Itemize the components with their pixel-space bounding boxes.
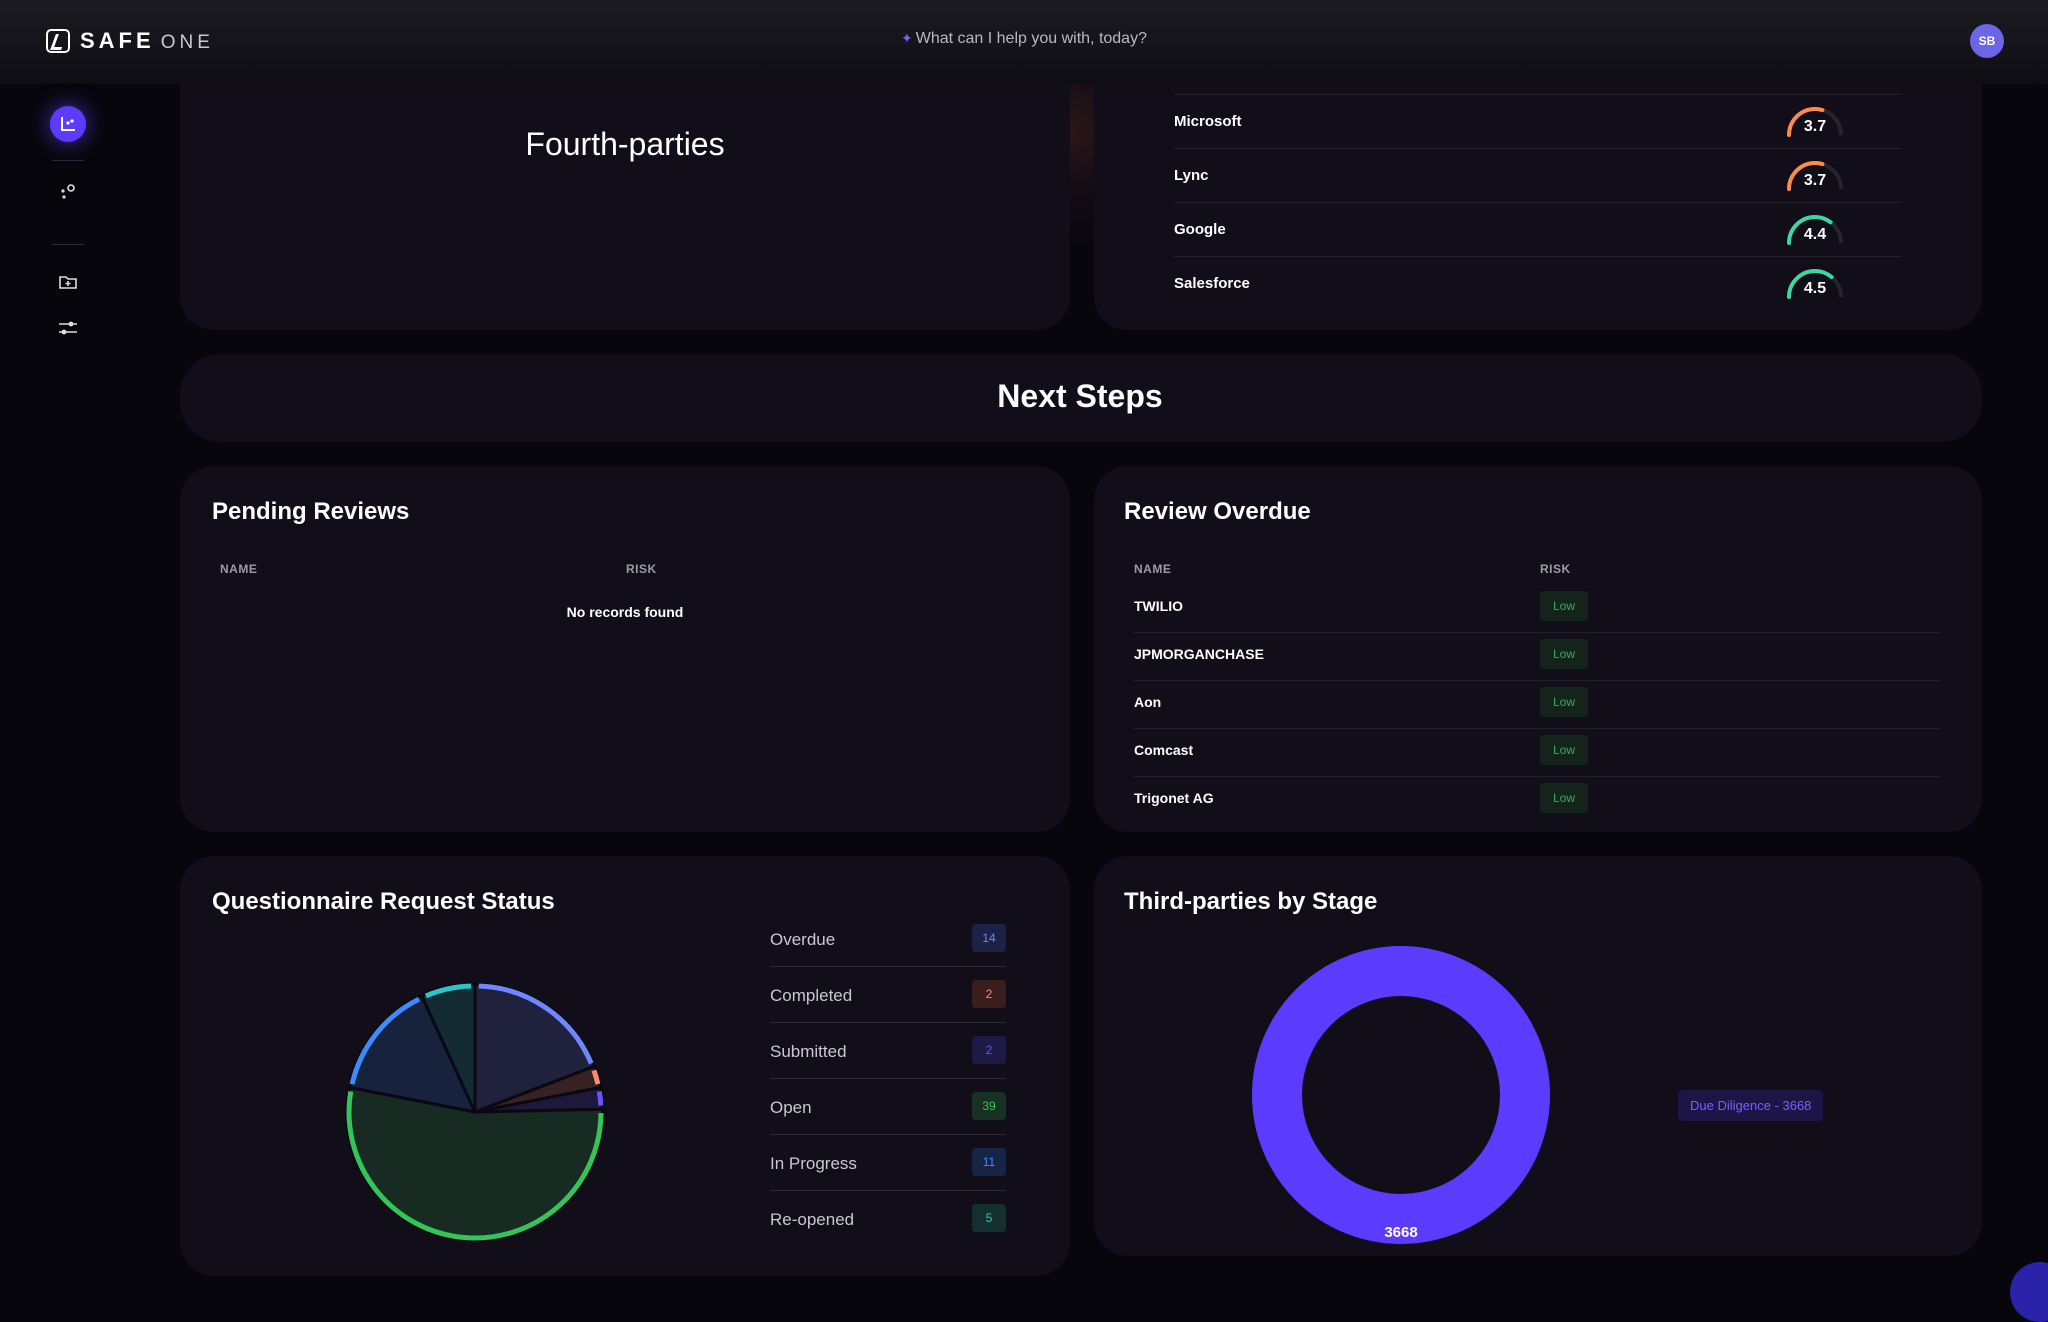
- stage-donut-chart: 3668: [1252, 946, 1550, 1244]
- score-gauge: [1787, 107, 1843, 137]
- next-steps-title: Next Steps: [997, 378, 1163, 414]
- vendor-name: Microsoft: [1174, 113, 1242, 130]
- score-row[interactable]: Lync 3.7: [1174, 148, 1902, 203]
- pie-arc-submitted: [596, 1091, 604, 1106]
- vendor-scores-card: Microsoft 3.7 Lync 3.7 Google 4.4 Salesf…: [1094, 38, 1982, 330]
- search-placeholder: What can I help you with, today?: [915, 30, 1147, 47]
- score-value: 4.5: [1803, 280, 1827, 297]
- table-row[interactable]: TWILIO Low: [1134, 584, 1940, 633]
- review-overdue-card: Review Overdue NAME RISK TWILIO Low JPMO…: [1094, 466, 1982, 832]
- legend-label: Overdue: [770, 930, 836, 949]
- score-row[interactable]: Salesforce 4.5: [1174, 256, 1902, 311]
- table-row[interactable]: Trigonet AG Low: [1134, 776, 1940, 824]
- dashboard-icon[interactable]: [50, 106, 86, 142]
- score-gauge: [1787, 269, 1843, 299]
- score-value: 3.7: [1803, 118, 1827, 135]
- sidebar: [0, 84, 136, 1284]
- pie-arc-overdue: [478, 983, 594, 1065]
- assistant-search[interactable]: ✦ What can I help you with, today?: [0, 30, 2048, 48]
- table-row[interactable]: Aon Low: [1134, 680, 1940, 729]
- risk-badge: Low: [1540, 783, 1588, 813]
- score-row[interactable]: Google 4.4: [1174, 202, 1902, 257]
- legend-item-open[interactable]: Open 39: [770, 1078, 1006, 1135]
- column-header-name[interactable]: NAME: [220, 562, 258, 576]
- risk-badge: Low: [1540, 735, 1588, 765]
- legend-label: Re-opened: [770, 1210, 855, 1229]
- legend-label: Open: [770, 1098, 812, 1117]
- next-steps-banner: Next Steps: [180, 354, 1982, 442]
- pending-reviews-card: Pending Reviews NAME RISK No records fou…: [180, 466, 1070, 832]
- vendor-name: Salesforce: [1174, 275, 1250, 292]
- legend-label: In Progress: [770, 1154, 857, 1173]
- logo-sub: ONE: [160, 32, 214, 53]
- fourth-parties-label: Fourth-parties: [525, 126, 725, 162]
- top-bar: SAFE ONE ✦ What can I help you with, today…: [0, 0, 2048, 84]
- legend-item-submitted[interactable]: Submitted 2: [770, 1022, 1006, 1079]
- score-value: 4.4: [1803, 226, 1827, 243]
- pie-arc-open: [346, 1091, 604, 1241]
- risk-badge: Low: [1540, 591, 1588, 621]
- logo-text: SAFE ONE: [80, 28, 214, 54]
- legend-label: Completed: [770, 986, 853, 1005]
- vendor-name: TWILIO: [1134, 598, 1183, 614]
- legend-count: 14: [972, 924, 1006, 952]
- vendor-name: Trigonet AG: [1134, 790, 1214, 806]
- avatar[interactable]: SB: [1970, 24, 2004, 58]
- table-row[interactable]: JPMORGANCHASE Low: [1134, 632, 1940, 681]
- column-header-risk[interactable]: RISK: [626, 562, 657, 576]
- questionnaire-pie-chart: [345, 982, 605, 1242]
- legend-item-overdue[interactable]: Overdue 14: [770, 910, 1006, 967]
- legend-count: 2: [972, 980, 1006, 1008]
- sparkle-icon: ✦: [901, 30, 913, 46]
- logo[interactable]: SAFE ONE: [46, 28, 214, 54]
- legend-count: 5: [972, 1204, 1006, 1232]
- vendor-name: Comcast: [1134, 742, 1194, 758]
- score-gauge: [1787, 161, 1843, 191]
- legend-label: Submitted: [770, 1042, 847, 1061]
- pie-arc-completed: [591, 1069, 601, 1085]
- review-overdue-title: Review Overdue: [1124, 498, 1311, 525]
- pie-arc-in-progress: [349, 996, 421, 1085]
- legend-item-re-opened[interactable]: Re-opened 5: [770, 1190, 1006, 1246]
- vendor-name: Lync: [1174, 167, 1209, 184]
- score-value: 3.7: [1803, 172, 1827, 189]
- folder-add-icon[interactable]: [50, 264, 86, 300]
- table-row[interactable]: Comcast Low: [1134, 728, 1940, 777]
- pie-arc-re-opened: [424, 983, 472, 999]
- vendor-name: Aon: [1134, 694, 1162, 710]
- pending-reviews-title: Pending Reviews: [212, 498, 410, 525]
- score-gauge: [1787, 215, 1843, 245]
- questionnaire-title: Questionnaire Request Status: [212, 888, 555, 915]
- risk-badge: Low: [1540, 639, 1588, 669]
- risk-badge: Low: [1540, 687, 1588, 717]
- vendor-name: JPMORGANCHASE: [1134, 646, 1264, 662]
- network-icon[interactable]: [50, 174, 86, 210]
- empty-state: No records found: [566, 604, 684, 620]
- legend-count: 11: [972, 1148, 1006, 1176]
- sliders-icon[interactable]: [50, 310, 86, 346]
- legend-item-due-diligence[interactable]: Due Diligence - 3668: [1678, 1090, 1824, 1121]
- third-parties-stage-card: Third-parties by Stage 3668 Due Diligenc…: [1094, 856, 1982, 1256]
- column-header-name[interactable]: NAME: [1134, 562, 1172, 576]
- donut-slice-due-diligence[interactable]: [1252, 946, 1550, 1244]
- chat-launcher-button[interactable]: [2010, 1262, 2048, 1322]
- stage-title: Third-parties by Stage: [1124, 888, 1378, 915]
- column-header-risk[interactable]: RISK: [1540, 562, 1571, 576]
- legend-item-completed[interactable]: Completed 2: [770, 966, 1006, 1023]
- score-row[interactable]: Microsoft 3.7: [1174, 94, 1902, 149]
- legend-count: 2: [972, 1036, 1006, 1064]
- legend-count: 39: [972, 1092, 1006, 1120]
- logo-icon: [46, 29, 70, 53]
- donut-value-label: 3668: [1384, 1224, 1417, 1241]
- logo-main: SAFE: [80, 28, 155, 53]
- legend-item-in-progress[interactable]: In Progress 11: [770, 1134, 1006, 1191]
- vendor-name: Google: [1174, 221, 1226, 238]
- questionnaire-status-card: Questionnaire Request Status Overdue 14 …: [180, 856, 1070, 1276]
